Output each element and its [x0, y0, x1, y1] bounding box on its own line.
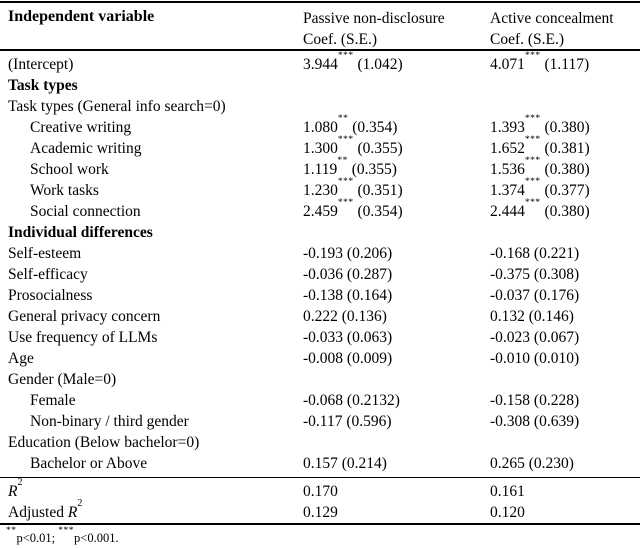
row-label: Adjusted R2: [8, 497, 83, 521]
header-independent-variable: Independent variable: [8, 8, 155, 25]
row-label: General privacy concern: [8, 307, 161, 325]
cell-passive-non-disclosure: 1.300*** (0.355): [303, 135, 403, 157]
header-active-concealment: Active concealment Coef. (S.E.): [490, 8, 614, 50]
table-row: General privacy concern 0.222 (0.136) 0.13…: [0, 306, 640, 327]
table-row: Prosocialness -0.138 (0.164) -0.037 (0.176…: [0, 285, 640, 306]
cell-active-concealment: -0.168 (0.221): [490, 244, 580, 262]
cell-active-concealment: 1.393*** (0.380): [490, 114, 590, 136]
table-row: Education (Below bachelor=0): [0, 432, 640, 453]
row-label: Task types: [8, 76, 78, 94]
table-row: Social connection 2.459*** (0.354) 2.444**…: [0, 198, 640, 222]
table-body: (Intercept) 3.944*** (1.042) 4.071*** (1.1…: [0, 51, 640, 524]
cell-active-concealment: -0.375 (0.308): [490, 265, 580, 283]
cell-active-concealment: -0.010 (0.010): [490, 349, 580, 367]
cell-passive-non-disclosure: 3.944*** (1.042): [303, 51, 403, 73]
row-label: Creative writing: [30, 118, 132, 136]
cell-active-concealment: 0.161: [490, 483, 525, 500]
cell-passive-non-disclosure: 1.119** (0.355): [303, 156, 397, 178]
cell-active-concealment: -0.023 (0.067): [490, 328, 580, 346]
cell-active-concealment: -0.037 (0.176): [490, 286, 580, 304]
cell-active-concealment: -0.308 (0.639): [490, 412, 580, 430]
header-rule: [0, 49, 640, 51]
row-label: Social connection: [30, 202, 141, 220]
cell-active-concealment: 0.132 (0.146): [490, 307, 574, 325]
table-row: Self-efficacy -0.036 (0.287) -0.375 (0.308…: [0, 264, 640, 285]
cell-passive-non-disclosure: -0.068 (0.2132): [303, 391, 400, 409]
row-label: Use frequency of LLMs: [8, 328, 158, 346]
cell-passive-non-disclosure: -0.193 (0.206): [303, 244, 393, 262]
row-label: Prosocialness: [8, 286, 93, 304]
stats-divider-rule: [0, 474, 640, 482]
table-header: Independent variable Passive non-disclos…: [0, 3, 640, 49]
cell-passive-non-disclosure: 1.230*** (0.351): [303, 177, 403, 199]
cell-active-concealment: -0.158 (0.228): [490, 391, 580, 409]
header-passive-line2: Coef. (S.E.): [303, 31, 378, 48]
cell-passive-non-disclosure: -0.138 (0.164): [303, 286, 393, 304]
table-row: Bachelor or Above 0.157 (0.214) 0.265 (0.2…: [0, 453, 640, 474]
cell-active-concealment: 4.071*** (1.117): [490, 51, 590, 73]
table-row: (Intercept) 3.944*** (1.042) 4.071*** (1.1…: [0, 51, 640, 75]
cell-active-concealment: 0.120: [490, 504, 525, 521]
table-row: R2 0.170 0.161: [0, 476, 640, 502]
row-label: Female: [30, 391, 76, 409]
table-row: Use frequency of LLMs -0.033 (0.063) -0.02…: [0, 327, 640, 348]
cell-passive-non-disclosure: 2.459*** (0.354): [303, 198, 403, 220]
table-row: School work 1.119** (0.355) 1.536*** (0.38…: [0, 156, 640, 180]
table-row: Creative writing 1.080** (0.354) 1.393*** …: [0, 114, 640, 138]
cell-active-concealment: 1.536*** (0.380): [490, 156, 590, 178]
row-label: Education (Below bachelor=0): [8, 433, 200, 451]
table-row: Academic writing 1.300*** (0.355) 1.652***…: [0, 135, 640, 159]
cell-passive-non-disclosure: 0.157 (0.214): [303, 454, 387, 472]
cell-passive-non-disclosure: -0.117 (0.596): [303, 412, 392, 430]
header-passive-non-disclosure: Passive non-disclosure Coef. (S.E.): [303, 8, 445, 50]
row-label: Non-binary / third gender: [30, 412, 189, 430]
row-label: Task types (General info search=0): [8, 97, 226, 115]
cell-active-concealment: 2.444*** (0.380): [490, 198, 590, 220]
table-row: Gender (Male=0): [0, 369, 640, 390]
cell-active-concealment: 1.374*** (0.377): [490, 177, 590, 199]
table-row: Adjusted R2 0.129 0.120: [0, 497, 640, 523]
table-row: Self-esteem -0.193 (0.206) -0.168 (0.221): [0, 243, 640, 264]
table-row: Task types (General info search=0): [0, 96, 640, 117]
bottom-rule: [0, 523, 640, 525]
cell-passive-non-disclosure: 0.222 (0.136): [303, 307, 387, 325]
header-active-line2: Coef. (S.E.): [490, 31, 565, 48]
header-passive-line1: Passive non-disclosure: [303, 10, 445, 27]
table-row: Work tasks 1.230*** (0.351) 1.374*** (0.37…: [0, 177, 640, 201]
row-label: Age: [8, 349, 34, 367]
significance-footnote: **p<0.01; ***p<0.001.: [6, 525, 119, 545]
row-label: Academic writing: [30, 139, 142, 157]
cell-passive-non-disclosure: -0.008 (0.009): [303, 349, 393, 367]
cell-passive-non-disclosure: -0.036 (0.287): [303, 265, 393, 283]
cell-passive-non-disclosure: 0.129: [303, 504, 338, 521]
row-label: (Intercept): [8, 55, 74, 73]
cell-active-concealment: 0.265 (0.230): [490, 454, 574, 472]
row-label: School work: [30, 160, 109, 178]
row-label: Gender (Male=0): [8, 370, 117, 388]
header-active-line1: Active concealment: [490, 10, 614, 27]
table-row: Task types: [0, 75, 640, 96]
row-label: Self-esteem: [8, 244, 82, 262]
cell-passive-non-disclosure: -0.033 (0.063): [303, 328, 393, 346]
row-label: Self-efficacy: [8, 265, 88, 283]
cell-active-concealment: 1.652*** (0.381): [490, 135, 590, 157]
cell-passive-non-disclosure: 1.080** (0.354): [303, 114, 398, 136]
row-label: Bachelor or Above: [30, 454, 148, 472]
row-label: R2: [8, 476, 23, 500]
table-row: Female -0.068 (0.2132) -0.158 (0.228): [0, 390, 640, 411]
table-row: Non-binary / third gender -0.117 (0.596) -…: [0, 411, 640, 432]
row-label: Individual differences: [8, 223, 153, 241]
table-row: Age -0.008 (0.009) -0.010 (0.010): [0, 348, 640, 369]
cell-passive-non-disclosure: 0.170: [303, 483, 338, 500]
table-row: Individual differences: [0, 222, 640, 243]
row-label: Work tasks: [30, 181, 99, 199]
top-rule: [0, 1, 640, 3]
